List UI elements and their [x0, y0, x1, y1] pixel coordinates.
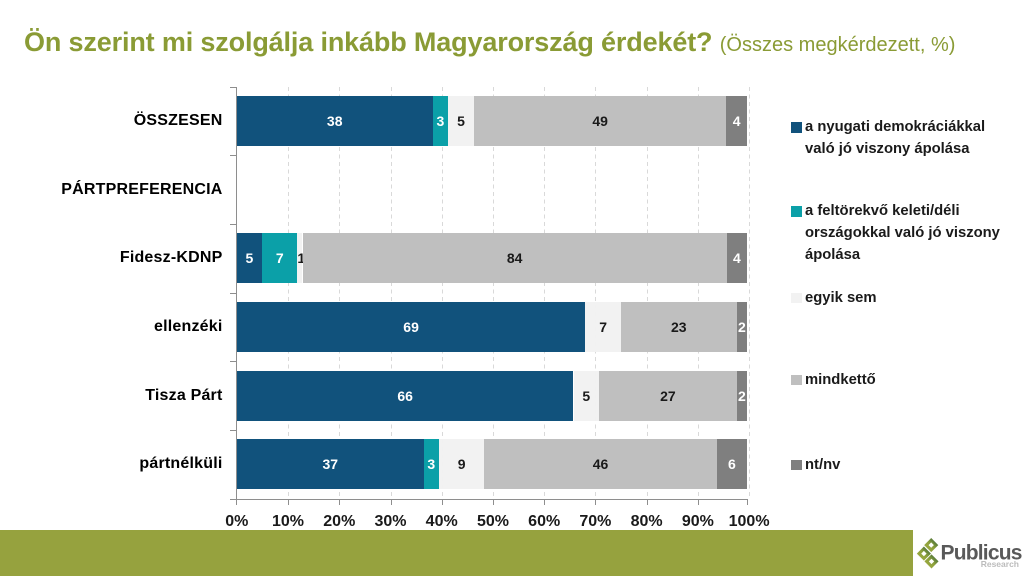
svg-text:Publicus: Publicus [941, 542, 1022, 565]
svg-text:Research: Research [981, 559, 1019, 569]
